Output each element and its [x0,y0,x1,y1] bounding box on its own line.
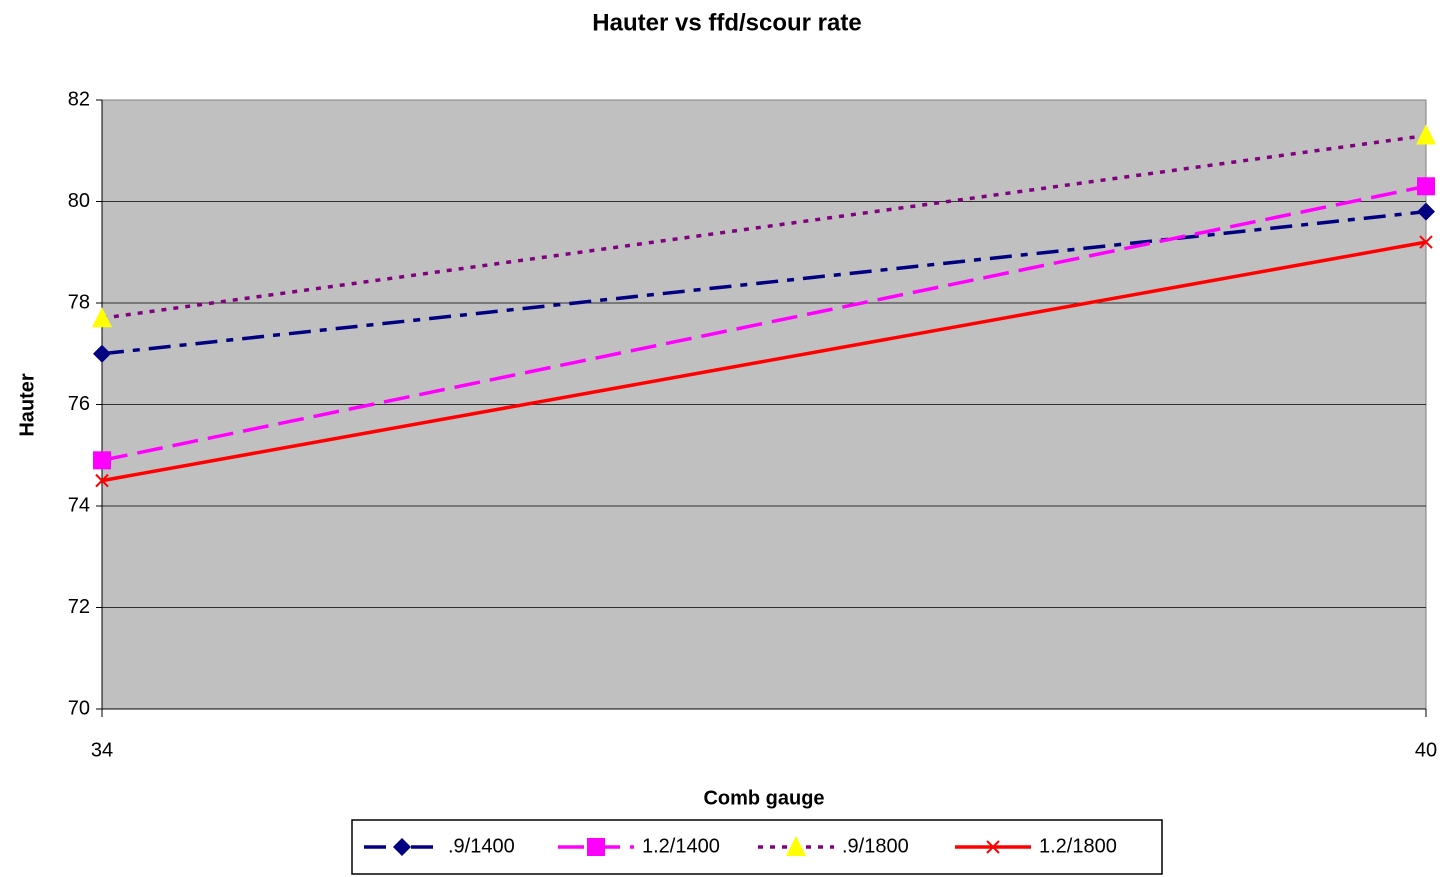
y-tick-label: 82 [68,88,90,110]
data-point [95,473,109,488]
legend-label: 1.2/1400 [642,835,720,857]
data-point [1416,124,1436,145]
y-tick-label: 72 [68,596,90,618]
y-tick-label: 74 [68,494,90,516]
x-tick-label: 34 [91,739,113,761]
legend-marker [786,836,806,856]
legend-marker [587,838,605,856]
data-point [92,307,112,328]
y-tick-label: 80 [68,190,90,212]
series-line [101,209,1427,356]
data-point [93,344,111,363]
legend-marker [393,838,411,856]
legend-label: .9/1400 [448,835,515,857]
series-line [101,184,1427,463]
y-axis-label: Hauter [16,373,38,437]
data-point [93,451,111,470]
legend-marker [986,840,1000,854]
data-point [1417,202,1435,221]
data-point [1419,235,1433,249]
x-tick-label: 40 [1415,739,1437,761]
data-point [1417,177,1435,196]
x-axis-label: Comb gauge [703,787,824,809]
legend-label: 1.2/1800 [1039,835,1117,857]
legend-label: .9/1800 [842,835,909,857]
y-tick-label: 78 [68,291,90,313]
y-tick-label: 70 [68,697,90,719]
series-line [101,240,1427,483]
chart-title: Hauter vs ffd/scour rate [592,9,861,36]
y-tick-label: 76 [68,393,90,415]
